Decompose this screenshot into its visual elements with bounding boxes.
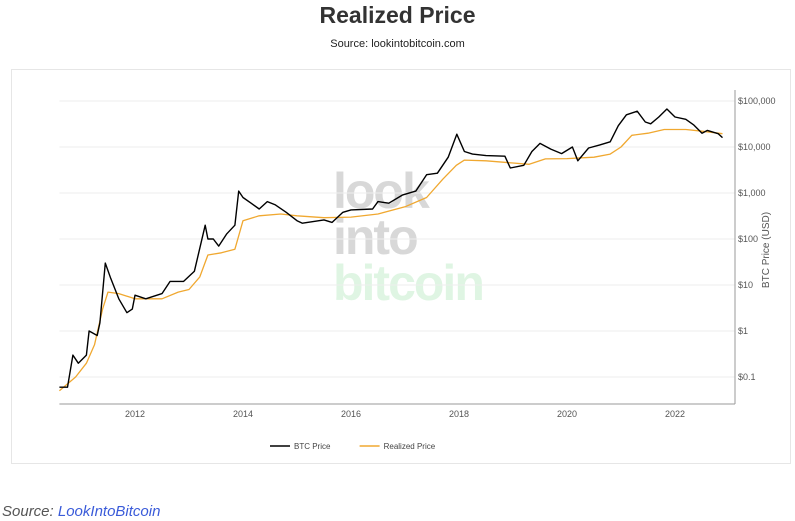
chart-subtitle: Source: lookintobitcoin.com bbox=[330, 38, 465, 50]
y-tick-label: $1,000 bbox=[738, 188, 766, 198]
legend-label: Realized Price bbox=[384, 442, 436, 451]
x-tick-label: 2022 bbox=[665, 409, 685, 419]
y-tick-label: $10 bbox=[738, 280, 753, 290]
y-tick-label: $100,000 bbox=[738, 96, 776, 106]
x-tick-label: 2012 bbox=[125, 409, 145, 419]
source-footer: Source: LookIntoBitcoin bbox=[2, 503, 160, 520]
series-line-realized-price bbox=[58, 128, 723, 392]
legend-label: BTC Price bbox=[294, 442, 331, 451]
y-tick-label: $100 bbox=[738, 234, 758, 244]
watermark-text: bitcoin bbox=[333, 255, 483, 311]
source-prefix: Source: bbox=[2, 503, 58, 520]
x-tick-label: 2020 bbox=[557, 409, 577, 419]
x-tick-label: 2018 bbox=[449, 409, 469, 419]
x-tick-label: 2014 bbox=[233, 409, 253, 419]
series-line-btc-price bbox=[59, 108, 723, 388]
y-axis-label: BTC Price (USD) bbox=[761, 212, 772, 288]
chart-title: Realized Price bbox=[319, 2, 476, 28]
y-tick-label: $0.1 bbox=[738, 372, 756, 382]
watermark-text: into bbox=[333, 209, 417, 265]
source-link[interactable]: LookIntoBitcoin bbox=[57, 503, 161, 520]
x-tick-label: 2016 bbox=[341, 409, 361, 419]
y-tick-label: $1 bbox=[738, 326, 748, 336]
chart-frame bbox=[11, 69, 791, 464]
y-tick-label: $10,000 bbox=[738, 142, 771, 152]
